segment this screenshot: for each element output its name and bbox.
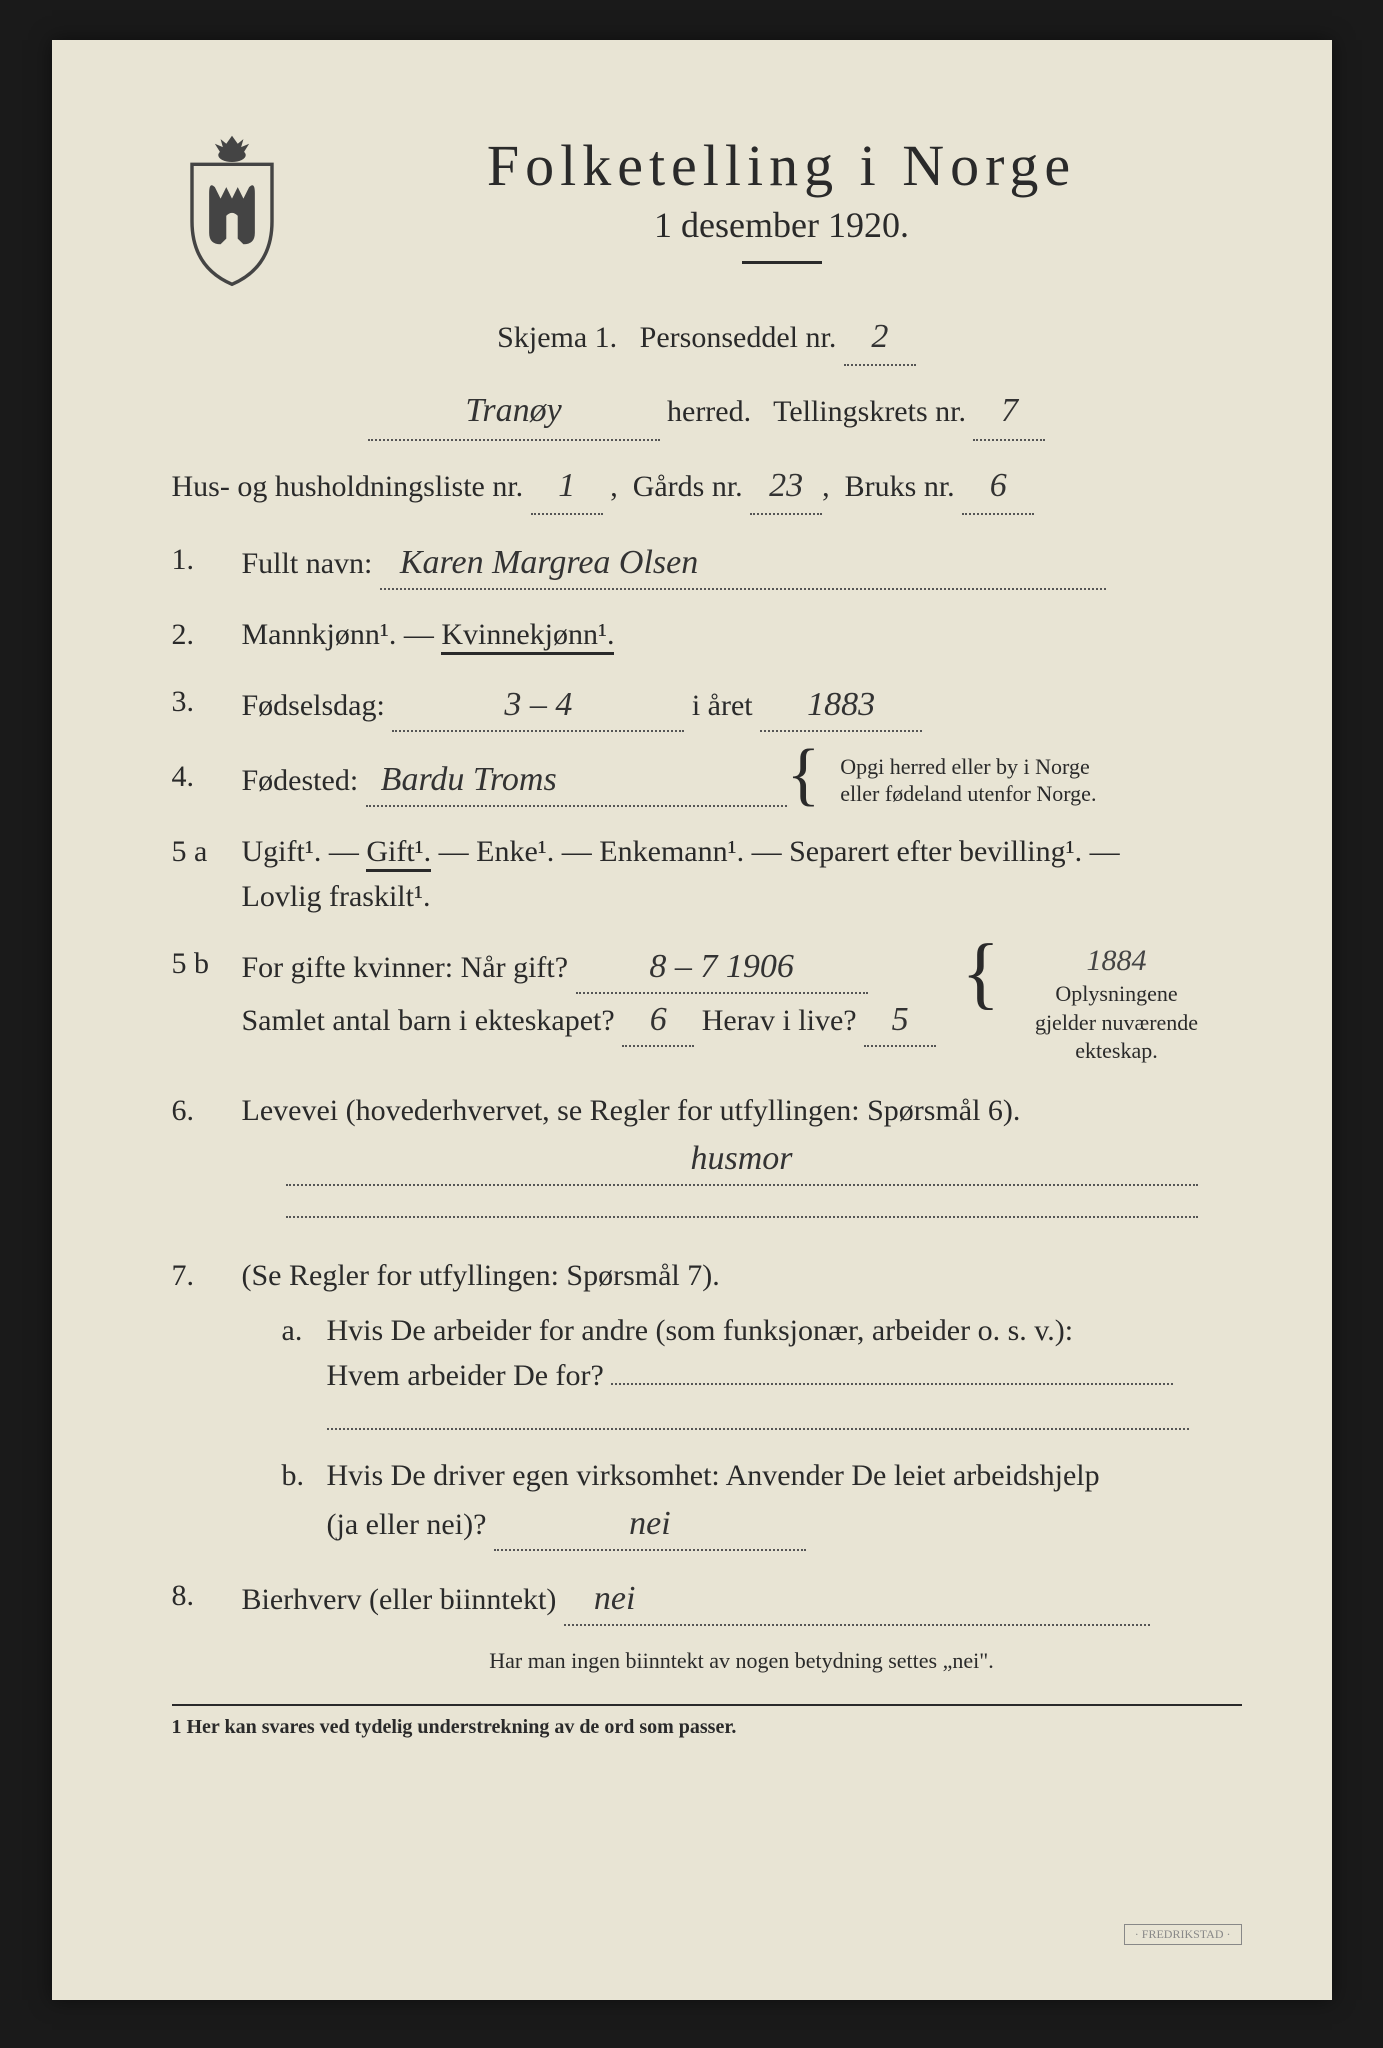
- q5b: 5 b For gifte kvinner: Når gift? 8 – 7 1…: [172, 941, 1242, 1066]
- q6-blank: [286, 1216, 1198, 1218]
- q5a-enke: Enke¹.: [476, 835, 554, 868]
- bruks-nr: 6: [962, 459, 1034, 515]
- q7b-label2: (ja eller nei)?: [327, 1508, 487, 1541]
- gards-nr: 23: [750, 459, 822, 515]
- q2-num: 2.: [172, 612, 242, 657]
- brace-icon: {: [962, 941, 1000, 1005]
- q5b-note: { 1884 Oplysningene gjelder nuværende ek…: [970, 941, 1242, 1066]
- q4-label: Fødested:: [242, 764, 359, 797]
- q3-label: Fødselsdag:: [242, 689, 385, 722]
- herred-label: herred.: [667, 395, 751, 428]
- q3: 3. Fødselsdag: 3 – 4 i året 1883: [172, 679, 1242, 732]
- q4: 4. Fødested: Bardu Troms { Opgi herred e…: [172, 754, 1242, 807]
- document-date: 1 desember 1920.: [322, 204, 1242, 246]
- skjema-line: Skjema 1. Personseddel nr. 2: [172, 310, 1242, 366]
- gards-label: Gårds nr.: [633, 470, 743, 503]
- tellingskrets-nr: 7: [973, 384, 1045, 440]
- hus-nr: 1: [531, 459, 603, 515]
- q8-label: Bierhverv (eller biinntekt): [242, 1583, 557, 1616]
- q5a-separert: Separert efter bevilling¹.: [789, 835, 1082, 868]
- personseddel-nr: 2: [844, 310, 916, 366]
- q3-num: 3.: [172, 679, 242, 732]
- q5a-fraskilt: Lovlig fraskilt¹.: [242, 880, 431, 913]
- q2-kvinne: Kvinnekjønn¹.: [441, 618, 614, 655]
- document-title: Folketelling i Norge: [322, 132, 1242, 199]
- q5a-gift: Gift¹.: [366, 835, 431, 872]
- q3-year: 1883: [760, 679, 922, 732]
- q1-value: Karen Margrea Olsen: [380, 537, 1106, 590]
- q8-value: nei: [564, 1573, 1150, 1626]
- q6-label: Levevei (hovederhvervet, se Regler for u…: [242, 1094, 1021, 1127]
- q5b-gift-dato: 8 – 7 1906: [576, 941, 868, 994]
- brace-icon: {: [787, 754, 821, 796]
- q8-num: 8.: [172, 1573, 242, 1626]
- q3-year-label: i året: [692, 689, 753, 722]
- q6-num: 6.: [172, 1088, 242, 1231]
- q5a: 5 a Ugift¹. — Gift¹. — Enke¹. — Enkemann…: [172, 829, 1242, 919]
- q5b-label2: Samlet antal barn i ekteskapet?: [242, 1004, 615, 1037]
- q4-num: 4.: [172, 754, 242, 807]
- dash: —: [404, 618, 442, 651]
- q7a-label1: Hvis De arbeider for andre (som funksjon…: [327, 1314, 1074, 1347]
- q7a-label2: Hvem arbeider De for?: [327, 1359, 604, 1392]
- header: Folketelling i Norge 1 desember 1920.: [172, 130, 1242, 290]
- q5b-label3: Herav i live?: [702, 1004, 857, 1037]
- q4-value: Bardu Troms: [366, 754, 787, 807]
- divider-line: [172, 1704, 1242, 1706]
- q7b-label1: Hvis De driver egen virksomhet: Anvender…: [327, 1459, 1100, 1492]
- q2: 2. Mannkjønn¹. — Kvinnekjønn¹.: [172, 612, 1242, 657]
- coat-of-arms-icon: [172, 130, 292, 290]
- q5a-enkemann: Enkemann¹.: [599, 835, 744, 868]
- q1-num: 1.: [172, 537, 242, 590]
- hus-label: Hus- og husholdningsliste nr.: [172, 470, 524, 503]
- footnote: Har man ingen biinntekt av nogen betydni…: [242, 1648, 1242, 1674]
- q6-value: husmor: [286, 1133, 1198, 1186]
- q5b-annotation: 1884: [992, 941, 1242, 980]
- q7-label: (Se Regler for utfyllingen: Spørsmål 7).: [242, 1259, 720, 1292]
- divider-icon: [742, 261, 822, 264]
- q7b-value: nei: [494, 1498, 806, 1551]
- q5a-num: 5 a: [172, 829, 242, 919]
- q6: 6. Levevei (hovederhvervet, se Regler fo…: [172, 1088, 1242, 1231]
- q3-day: 3 – 4: [392, 679, 684, 732]
- q7-num: 7.: [172, 1253, 242, 1551]
- printer-stamp: · FREDRIKSTAD ·: [1124, 1924, 1242, 1945]
- q5b-label1: For gifte kvinner: Når gift?: [242, 951, 569, 984]
- skjema-label: Skjema 1.: [497, 321, 617, 354]
- q7: 7. (Se Regler for utfyllingen: Spørsmål …: [172, 1253, 1242, 1551]
- q7b-num: b.: [282, 1453, 327, 1498]
- q5b-barn: 6: [622, 994, 694, 1047]
- herred-value: Tranøy: [368, 384, 660, 440]
- hus-line: Hus- og husholdningsliste nr. 1 , Gårds …: [172, 459, 1242, 515]
- title-block: Folketelling i Norge 1 desember 1920.: [322, 132, 1242, 289]
- q5b-ilive: 5: [864, 994, 936, 1047]
- q2-mann: Mannkjønn¹.: [242, 618, 397, 651]
- bruks-label: Bruks nr.: [845, 470, 955, 503]
- q4-note: Opgi herred eller by i Norge eller fødel…: [840, 754, 1120, 807]
- personseddel-label: Personseddel nr.: [640, 321, 837, 354]
- tellingskrets-label: Tellingskrets nr.: [773, 395, 966, 428]
- q7a-num: a.: [282, 1308, 327, 1353]
- footer-note: 1 Her kan svares ved tydelig understrekn…: [172, 1716, 1242, 1739]
- q8: 8. Bierhverv (eller biinntekt) nei: [172, 1573, 1242, 1626]
- q7a-blank: [327, 1428, 1189, 1430]
- q7a-value: [611, 1383, 1173, 1385]
- q1: 1. Fullt navn: Karen Margrea Olsen: [172, 537, 1242, 590]
- q1-label: Fullt navn:: [242, 547, 373, 580]
- q5b-num: 5 b: [172, 941, 242, 1066]
- census-form-page: Folketelling i Norge 1 desember 1920. Sk…: [52, 40, 1332, 2000]
- herred-line: Tranøy herred. Tellingskrets nr. 7: [172, 384, 1242, 440]
- q5a-ugift: Ugift¹.: [242, 835, 322, 868]
